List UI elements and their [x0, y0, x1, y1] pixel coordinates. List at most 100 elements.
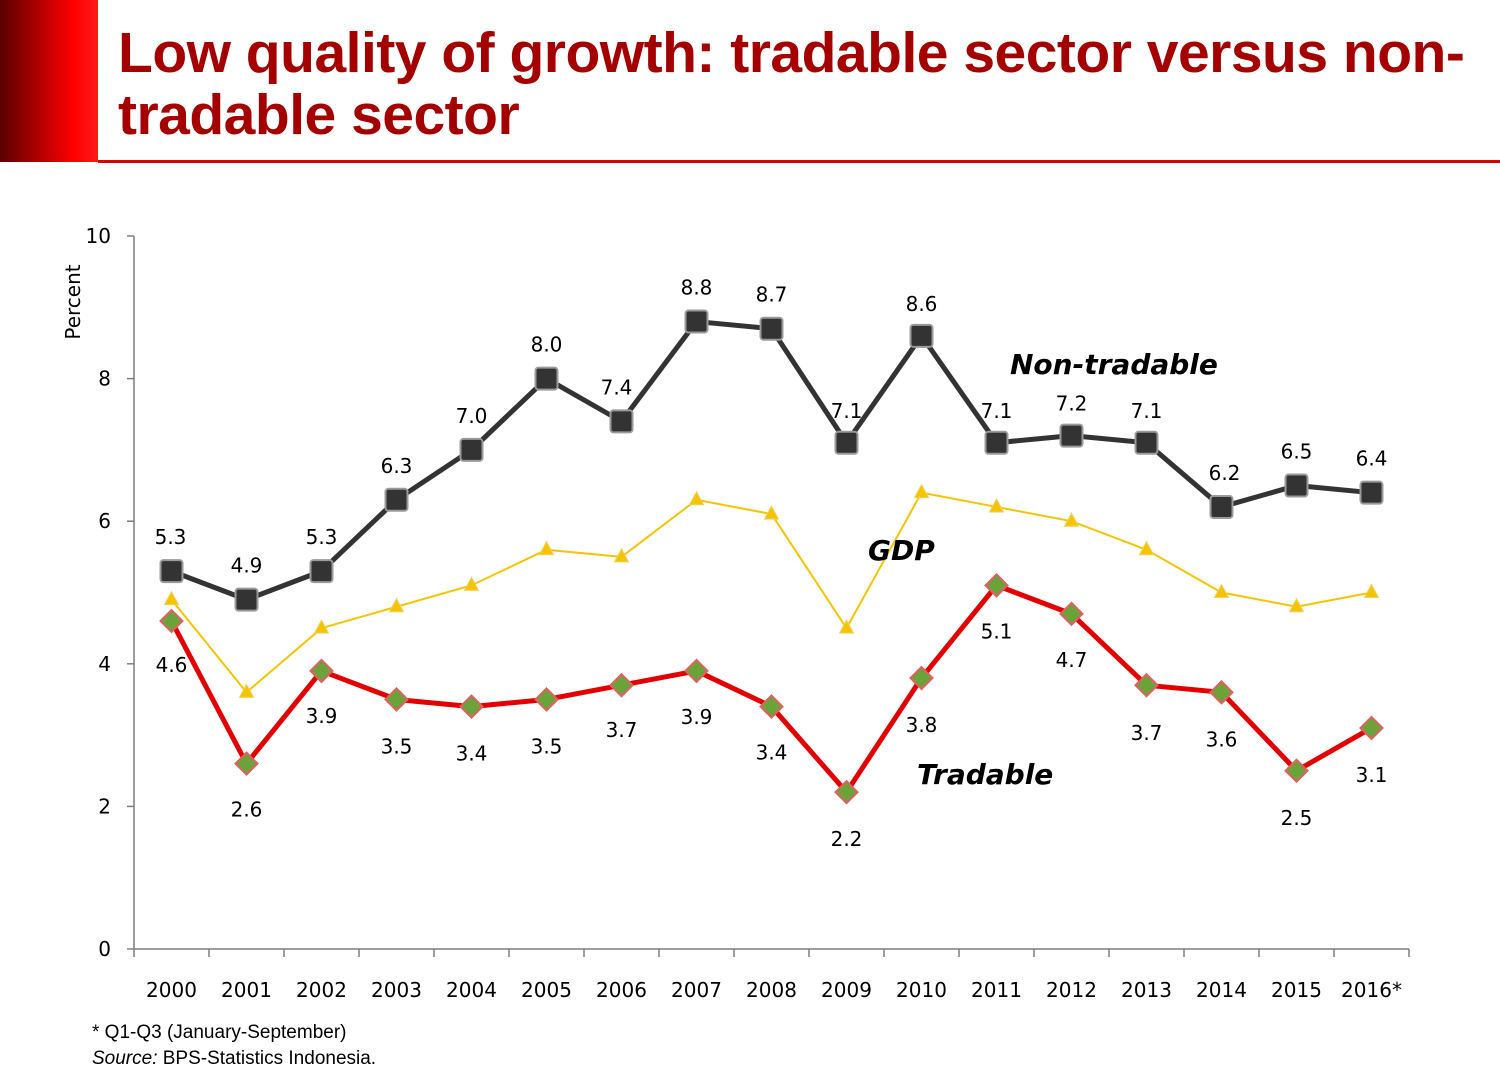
non-tradable-point — [159, 559, 184, 584]
non-tradable-point — [1209, 494, 1234, 519]
tradable-point — [684, 658, 709, 684]
x-tick-label: 2014 — [1196, 978, 1247, 1002]
tradable-point — [159, 608, 184, 634]
non-tradable-point — [1059, 423, 1084, 448]
non-tradable-series-label: Non-tradable — [1010, 348, 1218, 381]
gdp-point — [688, 490, 705, 506]
non-tradable-data-label: 7.0 — [456, 404, 488, 428]
source-prefix: Source: — [92, 1048, 158, 1069]
x-tick-label: 2007 — [671, 978, 722, 1002]
x-tick-label: 2012 — [1046, 978, 1097, 1002]
non-tradable-data-label: 7.2 — [1056, 392, 1088, 416]
gdp-point — [1138, 540, 1155, 556]
tradable-point — [1359, 715, 1384, 741]
tradable-point — [609, 672, 634, 698]
tradable-data-label: 3.7 — [1131, 721, 1163, 745]
non-tradable-data-label: 8.6 — [906, 292, 938, 316]
tradable-data-label: 3.9 — [681, 705, 713, 729]
tradable-point — [534, 687, 559, 712]
tradable-series-label: Tradable — [917, 758, 1053, 791]
tradable-data-label: 3.1 — [1356, 763, 1388, 787]
non-tradable-data-label: 5.3 — [306, 525, 338, 549]
tradable-data-label: 5.1 — [981, 619, 1013, 643]
tradable-point — [384, 687, 409, 712]
series-line-gdp — [170, 491, 1372, 694]
tradable-point — [834, 779, 859, 805]
non-tradable-data-label: 4.9 — [231, 554, 263, 578]
gdp-point — [1288, 597, 1305, 613]
tradable-point — [984, 572, 1009, 598]
gdp-point — [838, 619, 855, 634]
x-tick-label: 2011 — [971, 978, 1022, 1002]
non-tradable-data-label: 6.3 — [381, 454, 413, 478]
gdp-point — [163, 590, 180, 606]
gdp-point — [538, 540, 555, 556]
non-tradable-point — [1134, 430, 1159, 455]
non-tradable-point — [909, 323, 934, 348]
footnote-note: * Q1-Q3 (January-September) — [92, 1022, 347, 1043]
gdp-point — [388, 597, 405, 613]
tradable-data-label: 2.2 — [831, 827, 863, 851]
y-tick-label: 4 — [98, 652, 111, 676]
x-tick-label: 2015 — [1271, 978, 1322, 1002]
non-tradable-point — [1359, 480, 1384, 505]
non-tradable-data-label: 6.5 — [1281, 440, 1313, 464]
tradable-data-label: 4.7 — [1056, 648, 1088, 672]
x-tick-label: 2008 — [746, 978, 797, 1002]
gdp-point — [613, 547, 630, 563]
non-tradable-point — [984, 430, 1009, 455]
x-tick-label: 2016* — [1341, 978, 1402, 1002]
tradable-point — [459, 694, 484, 719]
title-accent-bar — [0, 0, 98, 162]
non-tradable-point — [1284, 473, 1309, 498]
non-tradable-point — [459, 437, 484, 462]
tradable-data-label: 3.6 — [1206, 727, 1238, 751]
x-tick-label: 2001 — [221, 978, 272, 1002]
x-tick-label: 2000 — [146, 978, 197, 1002]
tradable-point — [234, 751, 259, 777]
non-tradable-data-label: 8.7 — [756, 283, 788, 307]
non-tradable-point — [609, 409, 634, 434]
tradable-data-label: 3.4 — [456, 742, 488, 766]
non-tradable-data-label: 6.2 — [1209, 461, 1241, 485]
tradable-point — [759, 694, 784, 719]
y-axis-title: Percent — [61, 264, 85, 339]
gdp-point — [988, 497, 1005, 513]
x-tick-label: 2009 — [821, 978, 872, 1002]
slide-title: Low quality of growth: tradable sector v… — [118, 21, 1465, 147]
tradable-point — [309, 658, 334, 684]
non-tradable-point — [234, 587, 259, 612]
non-tradable-point — [384, 487, 409, 512]
y-tick-label: 6 — [98, 509, 111, 533]
gdp-point — [238, 683, 255, 698]
tradable-data-label: 3.5 — [381, 734, 413, 758]
gdp-point — [1213, 583, 1230, 598]
x-tick-label: 2006 — [596, 978, 647, 1002]
gdp-point — [913, 483, 930, 499]
gdp-point — [763, 505, 780, 520]
tradable-point — [909, 665, 934, 691]
tradable-point — [1059, 601, 1084, 627]
tradable-data-label: 3.8 — [906, 713, 938, 737]
x-tick-label: 2003 — [371, 978, 422, 1002]
x-tick-label: 2002 — [296, 978, 347, 1002]
tradable-point — [1284, 758, 1309, 784]
gdp-point — [1363, 583, 1380, 598]
gdp-point — [1063, 512, 1080, 527]
non-tradable-data-label: 6.4 — [1356, 447, 1388, 471]
gdp-series-label: GDP — [868, 534, 935, 567]
non-tradable-point — [684, 309, 709, 334]
tradable-data-label: 2.6 — [231, 798, 263, 822]
tradable-data-label: 3.7 — [606, 718, 638, 742]
non-tradable-data-label: 8.8 — [681, 276, 713, 300]
x-tick-label: 2004 — [446, 978, 497, 1002]
tradable-point — [1134, 672, 1159, 698]
tradable-point — [1209, 679, 1234, 705]
non-tradable-data-label: 7.1 — [981, 399, 1013, 423]
non-tradable-point — [834, 430, 859, 455]
x-tick-label: 2005 — [521, 978, 572, 1002]
y-tick-label: 2 — [98, 794, 111, 818]
non-tradable-data-label: 7.4 — [601, 375, 633, 399]
non-tradable-data-label: 7.1 — [1131, 399, 1163, 423]
